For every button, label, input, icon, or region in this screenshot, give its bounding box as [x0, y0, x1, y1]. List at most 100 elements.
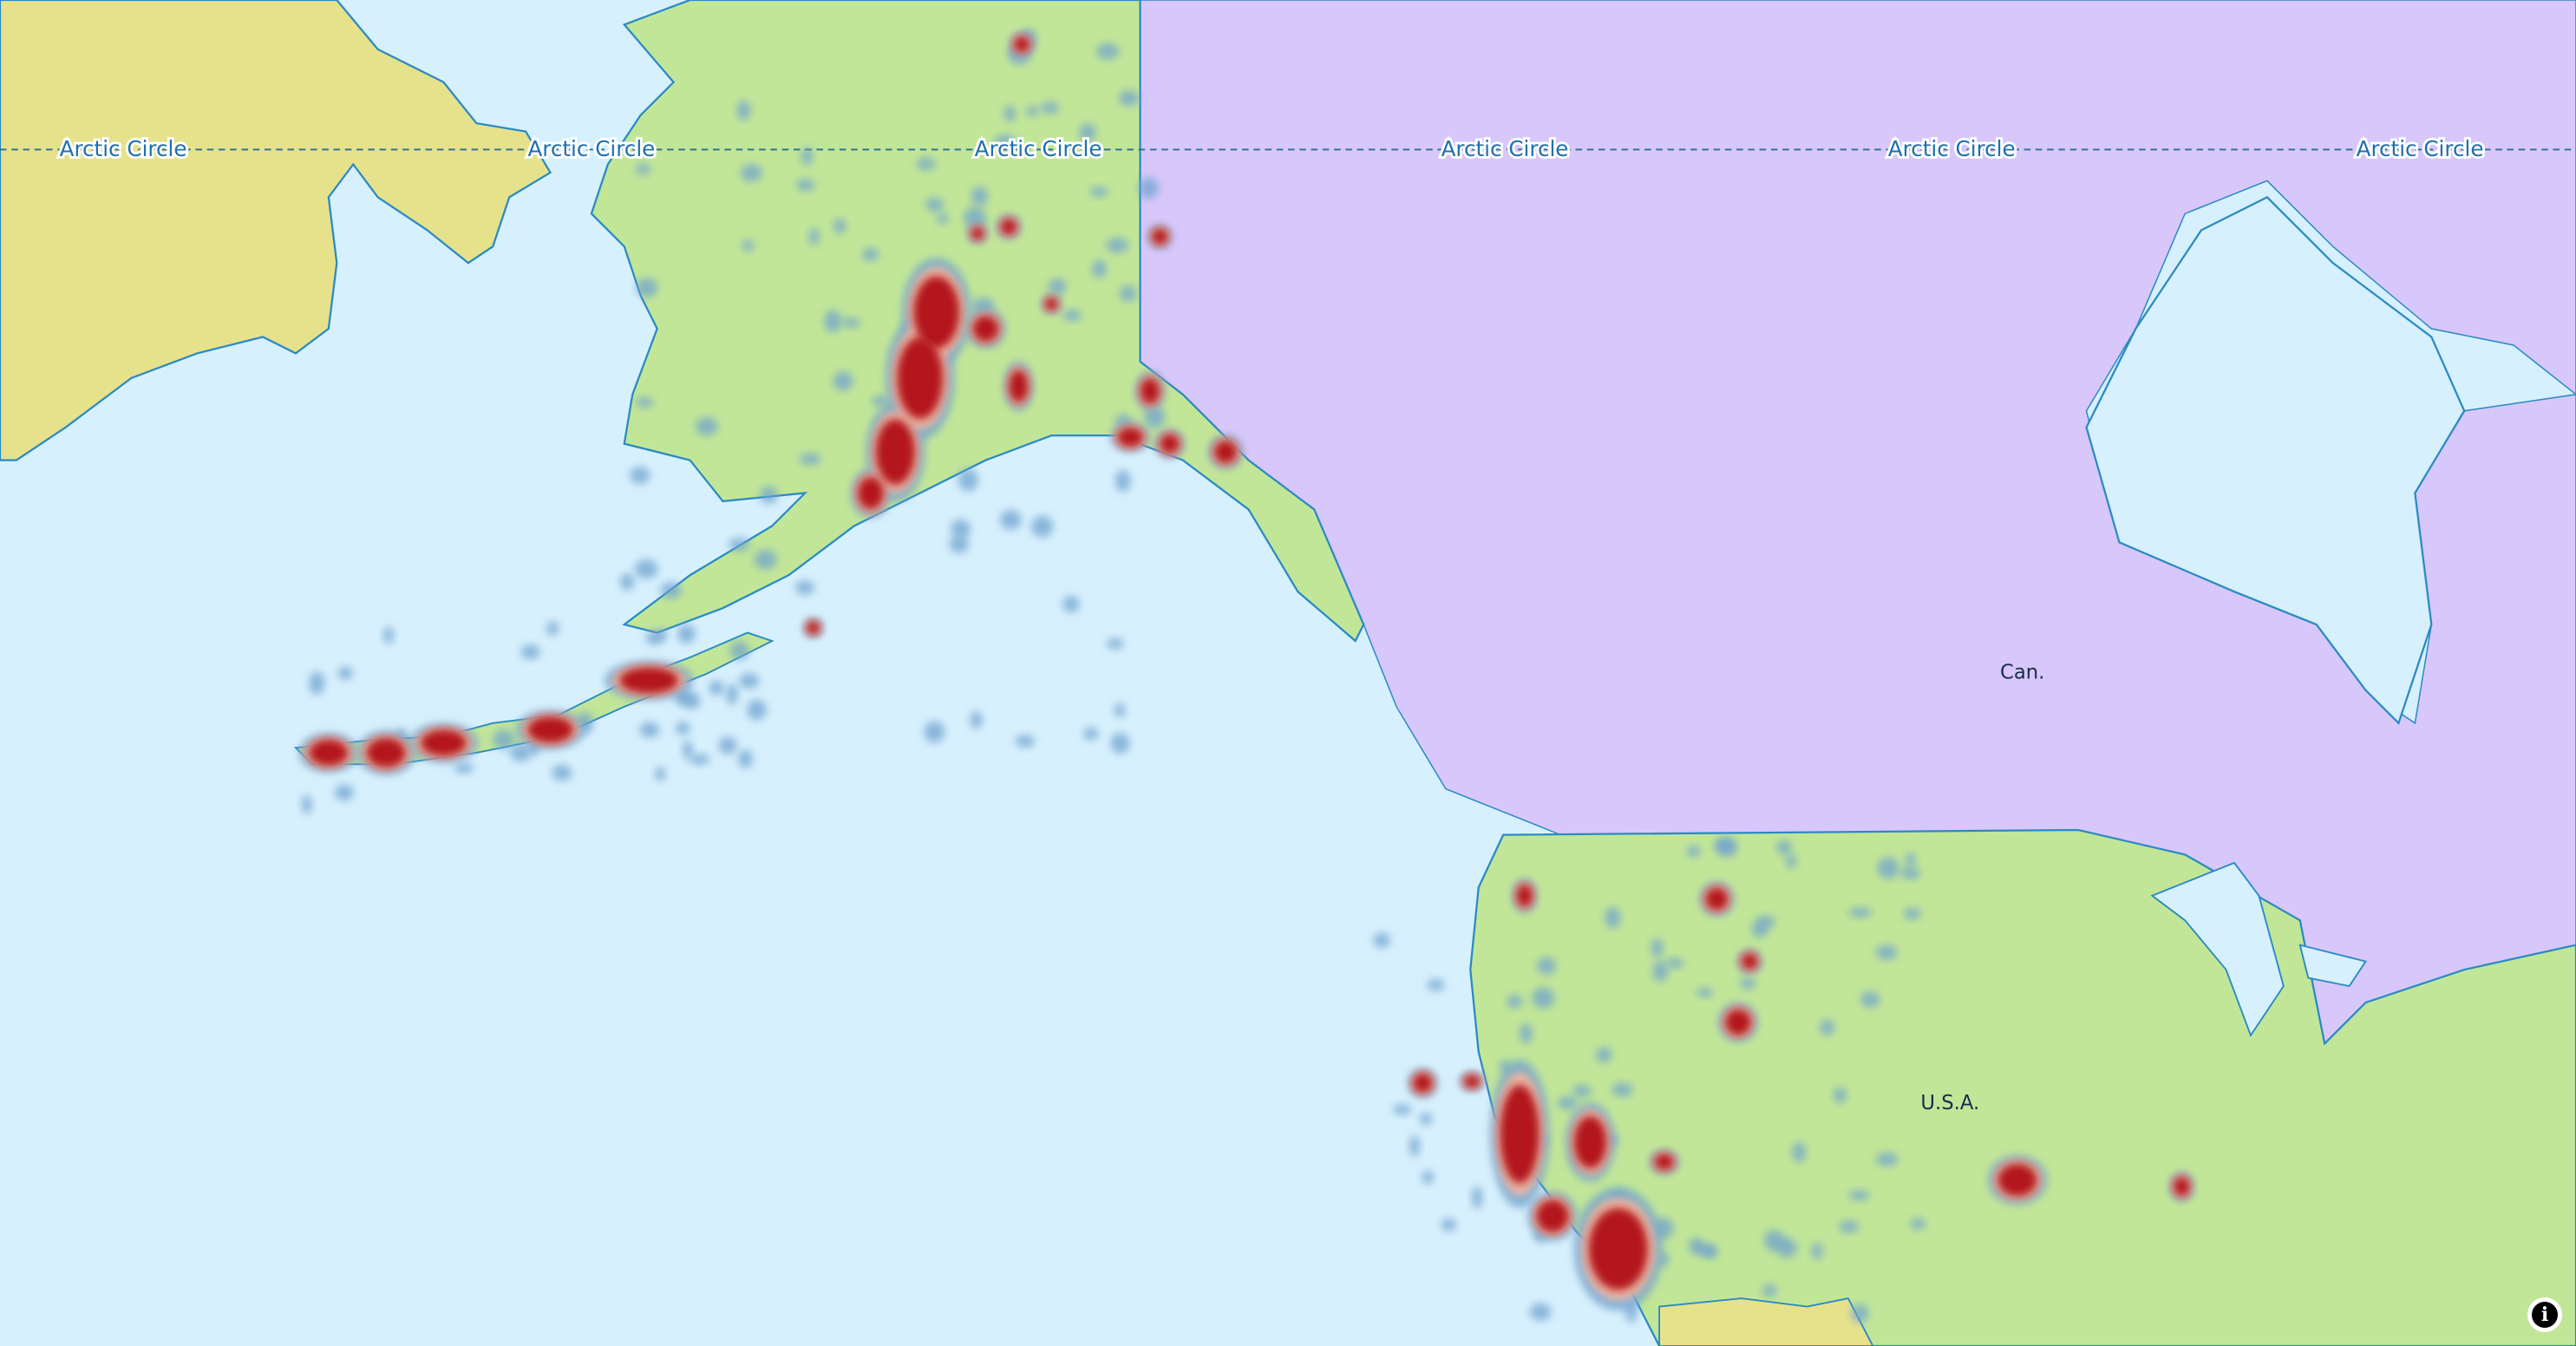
heatmap-point: [858, 477, 884, 510]
heatmap-point: [1096, 43, 1119, 60]
heatmap-point: [520, 644, 539, 659]
heatmap-point: [1107, 638, 1124, 650]
heatmap-point: [677, 624, 696, 644]
heatmap-point: [1876, 1153, 1899, 1166]
heatmap-point: [552, 765, 572, 781]
heatmap-point: [1009, 369, 1029, 402]
heatmap-point: [1420, 1113, 1432, 1125]
heatmap-point: [1409, 1135, 1420, 1157]
heatmap-point: [1900, 867, 1920, 879]
heatmap-point: [1106, 238, 1128, 253]
heatmap-point: [801, 147, 813, 165]
heatmap-point: [510, 744, 531, 761]
heatmap-point: [1605, 907, 1620, 928]
heatmap-point: [1141, 378, 1161, 404]
heatmap-point: [1812, 1243, 1823, 1260]
heatmap-point: [1742, 953, 1758, 970]
heatmap-point: [546, 621, 559, 635]
arctic-circle-label: Arctic Circle: [2357, 136, 2484, 161]
land-mexico: [1659, 1298, 1873, 1346]
heatmap-point: [1652, 961, 1668, 983]
heatmap-point: [741, 164, 762, 181]
heatmap-point: [1530, 1303, 1552, 1320]
heatmap-point: [872, 395, 888, 406]
heatmap-point: [737, 101, 750, 121]
heatmap-point: [636, 278, 657, 297]
heatmap-point: [1876, 945, 1898, 960]
arctic-circle-label: Arctic Circle: [1888, 136, 2016, 161]
heatmap-point: [951, 519, 971, 539]
heatmap-point: [833, 371, 853, 390]
heatmap-point: [1000, 510, 1022, 530]
heatmap-point: [971, 227, 984, 240]
heatmap-point: [1214, 441, 1238, 464]
heatmap-point: [1014, 36, 1030, 53]
heatmap-point: [657, 629, 667, 640]
heatmap-point: [1715, 840, 1733, 852]
heatmap-point: [1904, 908, 1921, 920]
heatmap-point: [1520, 1023, 1533, 1044]
heatmap-point: [309, 740, 348, 766]
heatmap-point: [719, 736, 737, 755]
heatmap-point: [636, 397, 653, 408]
heatmap-point: [493, 729, 514, 749]
heatmap-point: [1834, 1088, 1847, 1103]
heatmap-point: [1373, 933, 1390, 948]
heatmap-point: [1464, 1075, 1481, 1088]
heatmap-point: [1045, 297, 1058, 310]
heatmap-point: [1115, 470, 1131, 492]
heatmap-point: [1776, 840, 1792, 855]
heatmap-point: [800, 453, 821, 465]
heatmap-point: [635, 559, 658, 578]
heatmap-point: [1997, 1164, 2037, 1197]
map-canvas[interactable]: Arctic Circle Arctic Circle Arctic Circle A…: [0, 0, 2576, 1346]
heatmap-point: [1820, 1020, 1835, 1036]
heatmap-point: [1500, 1085, 1539, 1184]
info-button[interactable]: i: [2527, 1297, 2562, 1332]
heatmap-point: [1049, 278, 1067, 295]
heatmap-point: [1031, 516, 1053, 538]
heatmap-point: [1015, 735, 1035, 748]
heatmap-point: [726, 683, 737, 704]
heatmap-point: [742, 240, 754, 252]
heatmap-point: [619, 667, 678, 693]
heatmap-point: [1572, 1085, 1591, 1097]
heatmap-point: [809, 227, 819, 245]
heatmap-point: [1152, 228, 1168, 245]
heatmap-point: [1516, 885, 1533, 908]
heatmap-point: [1851, 1304, 1868, 1323]
heatmap-point: [1427, 979, 1444, 991]
heatmap-point: [1115, 703, 1126, 717]
heatmap-point: [1849, 907, 1872, 918]
heatmap-point: [1651, 938, 1664, 957]
heatmap-point: [636, 164, 651, 175]
heatmap-point: [1687, 846, 1701, 858]
heatmap-point: [1612, 1083, 1633, 1097]
heatmap-point: [1654, 1153, 1674, 1170]
heatmap-point: [1860, 991, 1880, 1008]
heatmap-point: [925, 198, 944, 212]
arctic-circle-label: Arctic Circle: [60, 136, 187, 161]
heatmap-point: [1906, 853, 1916, 867]
heatmap-point: [1507, 995, 1522, 1009]
heatmap-point: [383, 627, 394, 644]
heatmap-point: [690, 754, 709, 764]
heatmap-point: [897, 336, 943, 419]
heatmap-point: [1532, 987, 1554, 1008]
heatmap-point: [302, 795, 312, 814]
heatmap-point: [309, 671, 324, 695]
heatmap-point: [639, 722, 659, 738]
heatmap-point: [1442, 1219, 1457, 1232]
heatmap-point: [796, 179, 814, 191]
heatmap-point: [971, 186, 988, 206]
heatmap-point: [1786, 854, 1796, 868]
heatmap-point: [660, 582, 681, 598]
heatmap-point: [709, 680, 723, 696]
heatmap-point: [729, 538, 750, 551]
heatmap-point: [970, 711, 982, 729]
heatmap-point: [655, 768, 665, 781]
heatmap-point: [937, 213, 948, 225]
heatmap-point: [1092, 260, 1107, 278]
heatmap-point: [1740, 977, 1755, 990]
heatmap-point: [1666, 958, 1684, 969]
